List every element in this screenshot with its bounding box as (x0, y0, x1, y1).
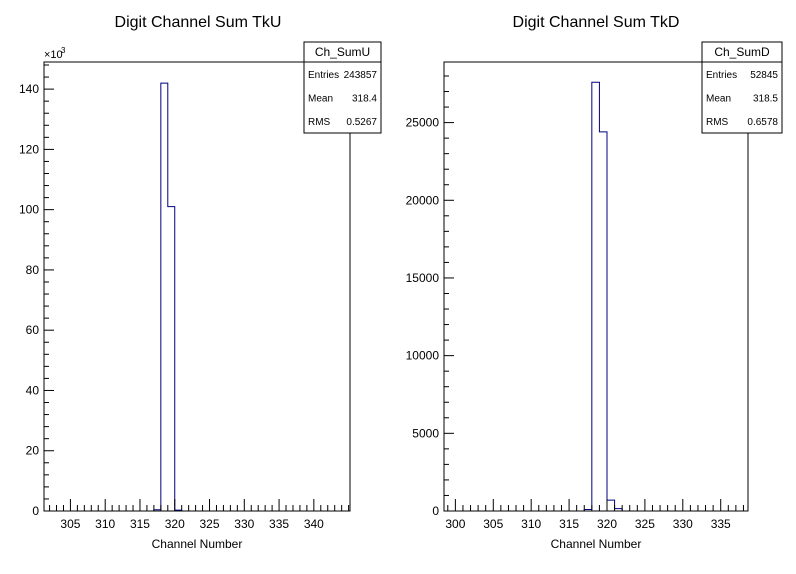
stats-label: RMS (308, 117, 331, 128)
y-tick-label: 100 (19, 203, 39, 217)
x-tick-label: 315 (130, 517, 150, 531)
y-exponent-label: ×10 (44, 49, 63, 61)
x-axis-label: Channel Number (152, 537, 243, 551)
histogram-bin (584, 509, 592, 511)
stats-box-frame (303, 41, 382, 134)
stats-value: 52845 (750, 70, 778, 81)
y-tick-label: 80 (26, 263, 40, 277)
x-tick-label: 320 (597, 517, 617, 531)
histogram-bin (154, 510, 161, 511)
histogram-outline (153, 82, 183, 511)
x-tick-label: 335 (269, 517, 289, 531)
x-tick-label: 300 (445, 517, 465, 531)
y-tick-label: 60 (26, 323, 40, 337)
x-tick-label: 320 (165, 517, 185, 531)
stats-value: 318.5 (753, 94, 778, 105)
histogram-bin (599, 132, 607, 511)
y-tick-label: 10000 (406, 349, 440, 363)
stats-box-title: Ch_SumD (714, 45, 770, 59)
y-tick-label: 15000 (406, 271, 440, 285)
x-tick-label: 305 (60, 517, 80, 531)
plot-frame (43, 61, 351, 512)
x-tick-label: 335 (711, 517, 731, 531)
histogram-bin (175, 510, 182, 511)
y-tick-label: 5000 (412, 426, 439, 440)
x-tick-label: 325 (635, 517, 655, 531)
y-axis: 0 5000 10000 15000 20000 25000 (406, 75, 454, 518)
y-tick-label: 140 (19, 82, 39, 96)
histogram-bin (607, 500, 615, 511)
x-axis-label: Channel Number (551, 537, 642, 551)
stats-label: Entries (706, 70, 737, 81)
stats-box: Ch_SumD Entries 52845 Mean 318.5 RMS 0.6578 (701, 41, 783, 134)
stats-label: Mean (308, 94, 333, 105)
histogram-bin (615, 509, 623, 511)
y-tick-label: 40 (26, 383, 40, 397)
stats-label: RMS (706, 117, 729, 128)
stats-value: 0.5267 (346, 117, 377, 128)
stats-box-frame (701, 41, 783, 134)
plot-frame (443, 61, 749, 512)
stats-value: 243857 (344, 70, 378, 81)
histogram-bin (161, 83, 168, 511)
stats-label: Mean (706, 94, 731, 105)
x-axis: 300 305 310 315 320 325 330 335 Channel Number (445, 499, 744, 551)
y-tick-label: 20000 (406, 193, 440, 207)
histogram-outline (583, 81, 623, 511)
histogram-bin (168, 207, 175, 511)
y-tick-label: 0 (432, 504, 439, 518)
x-tick-label: 310 (95, 517, 115, 531)
x-tick-label: 325 (200, 517, 220, 531)
y-tick-label: 120 (19, 142, 39, 156)
x-tick-label: 315 (559, 517, 579, 531)
x-axis: 305 310 315 320 325 330 335 340 Channel Number (49, 499, 350, 551)
x-tick-label: 330 (673, 517, 693, 531)
histogram-bin (592, 82, 600, 511)
x-tick-label: 340 (304, 517, 324, 531)
chart-title: Digit Channel Sum TkD (513, 14, 680, 31)
stats-value: 0.6578 (747, 117, 778, 128)
stats-box-title: Ch_SumU (315, 45, 370, 59)
y-tick-label: 0 (32, 504, 39, 518)
y-axis: 0 20 40 60 80 100 120 140 ×103 (19, 46, 66, 518)
chart-title: Digit Channel Sum TkU (115, 14, 282, 31)
y-exponent-power: 3 (61, 46, 66, 55)
x-tick-label: 310 (521, 517, 541, 531)
y-tick-label: 25000 (406, 116, 440, 130)
y-tick-label: 20 (26, 444, 40, 458)
stats-box: Ch_SumU Entries 243857 Mean 318.4 RMS 0.5267 (303, 41, 382, 134)
x-tick-label: 330 (234, 517, 254, 531)
stats-value: 318.4 (352, 94, 377, 105)
stats-label: Entries (308, 70, 339, 81)
x-tick-label: 305 (483, 517, 503, 531)
